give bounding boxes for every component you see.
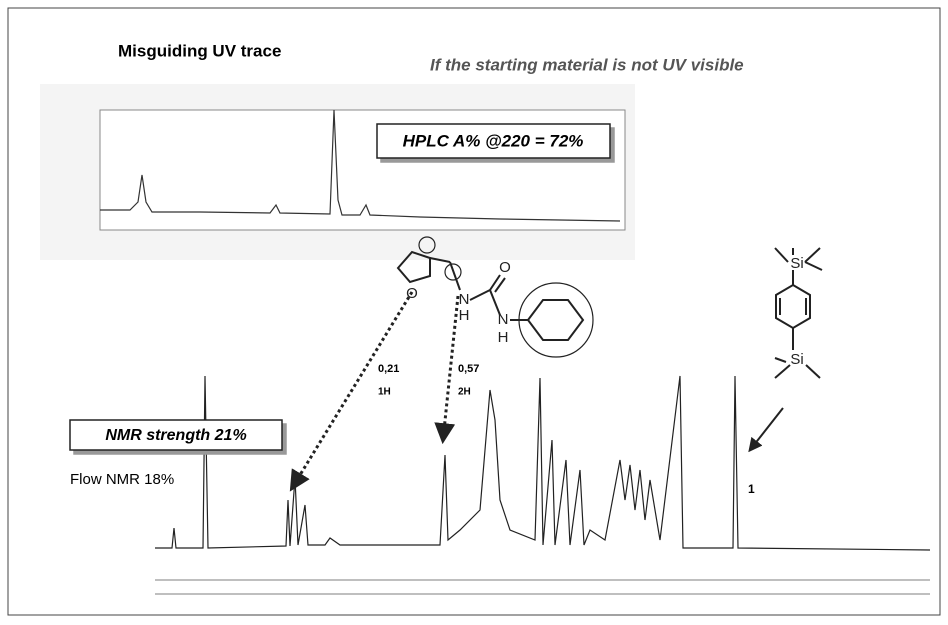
subtitle: If the starting material is not UV visib… <box>430 55 744 74</box>
atom-label: O <box>499 259 511 276</box>
nmr-strength-label: NMR strength 21% <box>105 427 246 444</box>
atom-label: Si <box>790 351 803 368</box>
integral-value: 0,57 <box>458 363 479 375</box>
atom-label: N <box>498 311 509 328</box>
nmr-spectrum <box>155 291 931 595</box>
atom-label: H <box>498 329 509 346</box>
silane-molecule <box>748 247 823 453</box>
integral-protons: 2H <box>458 387 471 398</box>
urea-molecule <box>396 236 594 358</box>
hplc-label: HPLC A% @220 = 72% <box>403 131 584 150</box>
atom-label: N <box>459 291 470 308</box>
integral-value: 0,21 <box>378 363 399 375</box>
atom-label: Si <box>790 255 803 272</box>
title: Misguiding UV trace <box>118 41 281 60</box>
integral-protons: 1H <box>378 387 391 398</box>
hplc-chromatogram: HPLC A% @220 = 72% <box>40 84 635 260</box>
integral-value: 1 <box>748 482 755 496</box>
atom-label: H <box>459 307 470 324</box>
flow-nmr-label: Flow NMR 18% <box>70 471 174 488</box>
